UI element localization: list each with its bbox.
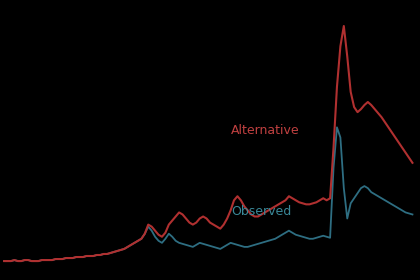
Text: Observed: Observed xyxy=(231,205,291,218)
Text: Alternative: Alternative xyxy=(231,124,299,137)
